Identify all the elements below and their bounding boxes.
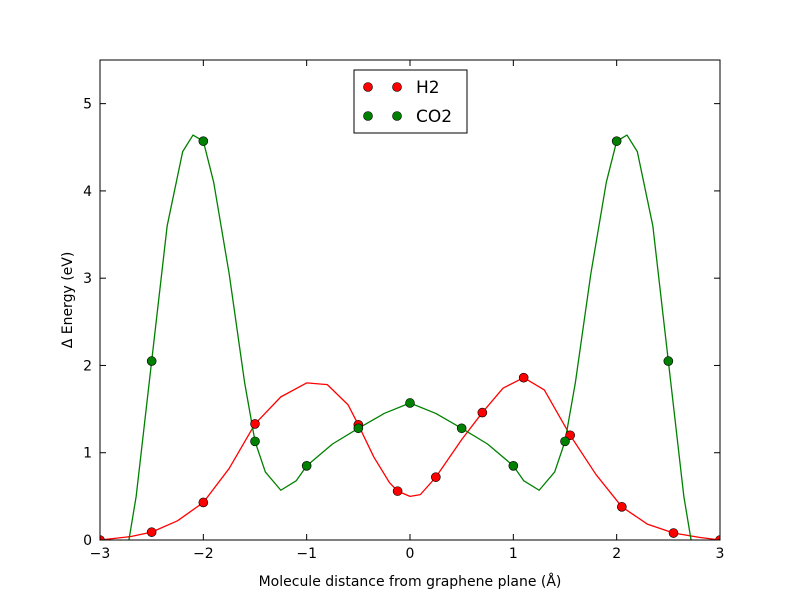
y-tick-label: 1 — [83, 446, 92, 462]
y-axis-label: Δ Energy (eV) — [60, 252, 76, 349]
x-tick-label: 2 — [612, 546, 621, 562]
legend-marker-h2 — [363, 82, 373, 92]
x-tick-label: −3 — [90, 546, 111, 562]
series-clip-group — [100, 134, 720, 540]
data-point-h2 — [668, 528, 679, 538]
data-point-h2 — [250, 419, 260, 429]
data-point-h2 — [518, 372, 529, 383]
y-tick-label: 5 — [83, 97, 92, 113]
legend-marker-h2 — [392, 82, 402, 92]
x-tick-label: −2 — [193, 546, 214, 562]
legend-frame — [353, 69, 468, 134]
data-point-co2 — [301, 461, 312, 471]
data-point-h2 — [431, 472, 441, 482]
data-point-h2 — [565, 430, 575, 441]
legend-marker-co2 — [392, 111, 402, 121]
data-point-co2 — [405, 398, 415, 408]
data-point-co2 — [353, 423, 364, 434]
y-tick-label: 2 — [83, 358, 92, 374]
data-point-co2 — [611, 136, 622, 146]
legend-label-h2: H2 — [416, 78, 440, 98]
x-tick-label: −1 — [296, 546, 317, 562]
y-tick-label: 4 — [83, 184, 92, 200]
x-tick-label: 3 — [716, 546, 725, 562]
data-point-co2 — [560, 436, 570, 447]
x-tick-label: 1 — [509, 546, 518, 562]
data-point-co2 — [146, 356, 157, 366]
data-point-h2 — [617, 502, 627, 512]
series-layer — [100, 134, 720, 540]
series-line-h2 — [100, 377, 720, 540]
x-tick-label: 0 — [406, 546, 415, 562]
y-tick-label: 3 — [83, 271, 92, 287]
data-point-h2 — [715, 535, 720, 540]
data-point-h2 — [146, 527, 157, 537]
data-point-co2 — [456, 423, 467, 434]
data-point-h2 — [392, 486, 403, 496]
data-point-co2 — [250, 436, 260, 447]
x-axis-label: Molecule distance from graphene plane (Å… — [259, 573, 562, 590]
data-point-co2 — [663, 356, 674, 366]
data-point-h2 — [100, 535, 105, 540]
data-point-h2 — [477, 407, 488, 418]
data-point-co2 — [508, 461, 519, 471]
legend-label-co2: CO2 — [416, 107, 452, 127]
data-point-h2 — [198, 497, 209, 508]
data-point-co2 — [198, 136, 209, 146]
ticks-layer: −3 −2 −1 0 1 2 3 0 1 2 3 4 5 — [83, 60, 724, 562]
legend-marker-co2 — [363, 111, 373, 121]
y-tick-label: 0 — [83, 533, 92, 549]
